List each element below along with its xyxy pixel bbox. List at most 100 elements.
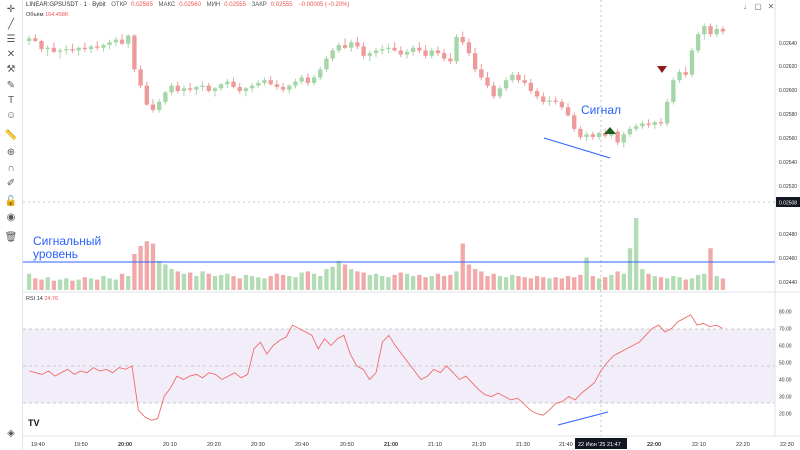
candle-body xyxy=(559,101,565,108)
layers-icon[interactable]: ◈ xyxy=(7,428,15,439)
candle-body xyxy=(485,77,490,86)
close-pane-icon[interactable]: ✕ xyxy=(767,2,775,11)
rsi-tick-label: 40.00 xyxy=(779,378,792,384)
last-price-badge xyxy=(776,197,800,207)
sell-arrow-icon xyxy=(657,66,667,73)
candle-body xyxy=(441,53,447,59)
price-tick-label: 0.02440 xyxy=(779,280,797,286)
volume-bar xyxy=(417,274,422,290)
low-value: 0.02555 xyxy=(224,2,246,8)
time-tick-label: 19:50 xyxy=(74,442,88,448)
trendline-icon[interactable]: ╱ xyxy=(7,19,15,30)
magnet-icon[interactable]: ∩ xyxy=(7,163,15,174)
candle-body xyxy=(218,84,224,89)
volume-bar xyxy=(361,272,366,290)
candle-body xyxy=(280,86,286,90)
volume-bar xyxy=(578,274,583,290)
volume-bar xyxy=(497,276,503,290)
candle-body xyxy=(76,47,81,51)
trash-icon[interactable]: 🗑 xyxy=(4,232,18,243)
candle-body xyxy=(200,85,205,87)
time-tick-label: 21:10 xyxy=(428,442,442,448)
volume-bar xyxy=(256,277,261,290)
candle-body xyxy=(695,34,701,51)
volume-bar xyxy=(695,274,701,290)
time-axis[interactable]: 19:40 19:50 20:00 20:10 20:20 20:30 20:40 20:50… xyxy=(31,442,794,448)
symbol-label[interactable]: LINEAR:GPSUSDT · 1 · Bybit xyxy=(26,2,106,8)
volume-bar xyxy=(646,273,651,290)
time-tick-label: 21:30 xyxy=(516,442,530,448)
lock-icon[interactable]: 🔓 xyxy=(4,196,18,207)
collapse-icon[interactable]: ↓ xyxy=(743,2,747,11)
volume-bar xyxy=(187,272,193,290)
volume-bar xyxy=(720,278,726,290)
candle-body xyxy=(95,46,100,48)
pencil-icon[interactable]: ✎ xyxy=(6,80,16,91)
volume-bar xyxy=(76,279,81,290)
candle-body xyxy=(603,132,608,136)
volume-bar xyxy=(243,274,249,290)
volume-bar xyxy=(367,274,372,290)
candle-layer xyxy=(26,23,726,148)
emoji-icon[interactable]: ☺ xyxy=(5,110,17,121)
signal-level-label-1: Сигнальный xyxy=(33,234,101,248)
volume-bar xyxy=(175,271,180,290)
rsi-divergence-line[interactable] xyxy=(557,411,609,426)
candle-body xyxy=(497,88,503,97)
ruler-icon[interactable]: 📏 xyxy=(4,130,18,141)
signal-level-label-2: уровень xyxy=(33,247,78,261)
candle-body xyxy=(342,45,348,48)
volume-bar xyxy=(435,273,441,290)
tradingview-logo-icon[interactable]: TV xyxy=(28,418,40,428)
rsi-axis[interactable]: 80.00 70.00 60.00 50.00 40.00 30.00 20.00 xyxy=(779,310,792,418)
candle-body xyxy=(64,49,69,51)
pattern-icon[interactable]: ✕ xyxy=(6,49,16,60)
candle-body xyxy=(194,86,199,90)
volume-bar xyxy=(708,248,713,290)
volume-bar xyxy=(621,273,626,290)
volume-bar xyxy=(181,273,187,290)
candle-body xyxy=(330,50,335,59)
candle-body xyxy=(627,128,633,135)
volume-bar xyxy=(39,279,44,290)
volume-bar xyxy=(541,277,546,290)
volume-bar xyxy=(206,273,211,290)
candle-body xyxy=(225,81,230,85)
volume-bar xyxy=(392,274,397,290)
lock-drawing-icon[interactable]: ✐ xyxy=(6,178,16,189)
price-axis[interactable]: 0.02640 0.02620 0.02600 0.02580 0.02560 0.025… xyxy=(779,41,797,286)
volume-bar xyxy=(553,277,558,290)
candle-body xyxy=(163,92,168,102)
candle-body xyxy=(460,36,465,43)
crosshair-icon[interactable]: ✛ xyxy=(6,4,16,15)
price-divergence-line[interactable] xyxy=(543,137,611,159)
volume-bar xyxy=(82,277,88,290)
fib-icon[interactable]: ☰ xyxy=(6,34,16,45)
volume-bar xyxy=(293,277,298,290)
volume-bar xyxy=(454,271,459,290)
candle-body xyxy=(107,42,112,46)
time-tick-label: 22:20 xyxy=(736,442,750,448)
candle-body xyxy=(274,84,280,87)
volume-bar xyxy=(249,276,255,290)
volume-bar xyxy=(262,278,267,290)
text-icon[interactable]: T xyxy=(7,95,15,106)
candle-body xyxy=(640,123,645,127)
volume-bar xyxy=(305,271,311,290)
volume-bar xyxy=(460,243,465,290)
time-tick-label: 20:40 xyxy=(295,442,309,448)
candle-body xyxy=(367,53,372,56)
maximize-icon[interactable]: ▢ xyxy=(754,2,762,11)
candle-body xyxy=(423,50,428,56)
candle-body xyxy=(82,47,88,50)
candle-body xyxy=(361,46,366,56)
candle-body xyxy=(411,47,416,52)
volume-bar xyxy=(572,277,577,290)
brush-icon[interactable]: ⚒ xyxy=(6,64,16,75)
eye-icon[interactable]: ◉ xyxy=(6,212,16,223)
zoom-icon[interactable]: ⊕ xyxy=(6,147,16,158)
volume-bar xyxy=(70,280,75,290)
price-tick-label: 0.02640 xyxy=(779,41,797,47)
volume-bar xyxy=(603,277,608,290)
